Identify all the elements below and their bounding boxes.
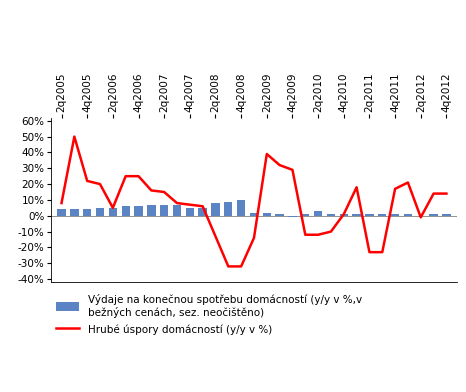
Hrubé úspory domácností (y/y v %)	[277, 163, 282, 167]
Hrubé úspory domácností (y/y v %)	[354, 185, 359, 190]
Hrubé úspory domácností (y/y v %)	[238, 264, 244, 269]
Bar	[160, 205, 168, 216]
Line: Hrubé úspory domácností (y/y v %): Hrubé úspory domácností (y/y v %)	[62, 136, 446, 267]
Hrubé úspory domácností (y/y v %)	[302, 232, 308, 237]
Bar	[96, 208, 104, 216]
Hrubé úspory domácností (y/y v %)	[187, 202, 192, 207]
Hrubé úspory domácností (y/y v %)	[431, 191, 436, 196]
Hrubé úspory domácností (y/y v %)	[405, 180, 411, 185]
Hrubé úspory domácností (y/y v %)	[136, 174, 141, 178]
Hrubé úspory domácností (y/y v %)	[264, 152, 270, 156]
Bar	[429, 214, 438, 216]
Bar	[288, 216, 297, 217]
Hrubé úspory domácností (y/y v %)	[367, 250, 372, 254]
Hrubé úspory domácností (y/y v %)	[212, 234, 218, 239]
Hrubé úspory domácností (y/y v %)	[379, 250, 385, 254]
Bar	[314, 211, 322, 216]
Bar	[224, 201, 233, 216]
Bar	[365, 214, 374, 216]
Bar	[352, 214, 361, 216]
Bar	[442, 214, 451, 216]
Hrubé úspory domácností (y/y v %)	[418, 215, 424, 220]
Hrubé úspory domácností (y/y v %)	[174, 201, 180, 205]
Hrubé úspory domácností (y/y v %)	[341, 212, 347, 216]
Hrubé úspory domácností (y/y v %)	[290, 167, 295, 172]
Bar	[263, 212, 271, 216]
Bar	[275, 214, 284, 216]
Bar	[327, 214, 335, 216]
Hrubé úspory domácností (y/y v %)	[84, 179, 90, 183]
Bar	[378, 214, 386, 216]
Bar	[122, 206, 130, 216]
Bar	[237, 200, 245, 216]
Hrubé úspory domácností (y/y v %)	[59, 201, 64, 205]
Bar	[57, 209, 66, 216]
Bar	[391, 214, 399, 216]
Hrubé úspory domácností (y/y v %)	[444, 191, 449, 196]
Legend: Výdaje na konečnou spotřebu domácností (y/y v %,v
bežných cenách, sez. neočištěn: Výdaje na konečnou spotřebu domácností (…	[56, 294, 362, 335]
Hrubé úspory domácností (y/y v %)	[226, 264, 231, 269]
Bar	[211, 203, 219, 216]
Hrubé úspory domácností (y/y v %)	[123, 174, 129, 178]
Bar	[250, 212, 258, 216]
Bar	[199, 208, 207, 216]
Bar	[109, 208, 117, 216]
Bar	[173, 205, 181, 216]
Bar	[134, 206, 143, 216]
Hrubé úspory domácností (y/y v %)	[315, 232, 321, 237]
Bar	[301, 214, 309, 216]
Hrubé úspory domácností (y/y v %)	[110, 205, 116, 210]
Hrubé úspory domácností (y/y v %)	[392, 187, 398, 191]
Bar	[70, 209, 79, 216]
Bar	[83, 209, 91, 216]
Hrubé úspory domácností (y/y v %)	[161, 190, 167, 194]
Bar	[185, 208, 194, 216]
Bar	[340, 214, 348, 216]
Hrubé úspory domácností (y/y v %)	[72, 134, 77, 139]
Bar	[147, 205, 156, 216]
Hrubé úspory domácností (y/y v %)	[149, 188, 154, 193]
Bar	[404, 214, 412, 216]
Hrubé úspory domácností (y/y v %)	[200, 204, 206, 209]
Hrubé úspory domácností (y/y v %)	[251, 236, 257, 240]
Hrubé úspory domácností (y/y v %)	[97, 182, 103, 187]
Hrubé úspory domácností (y/y v %)	[328, 229, 334, 234]
